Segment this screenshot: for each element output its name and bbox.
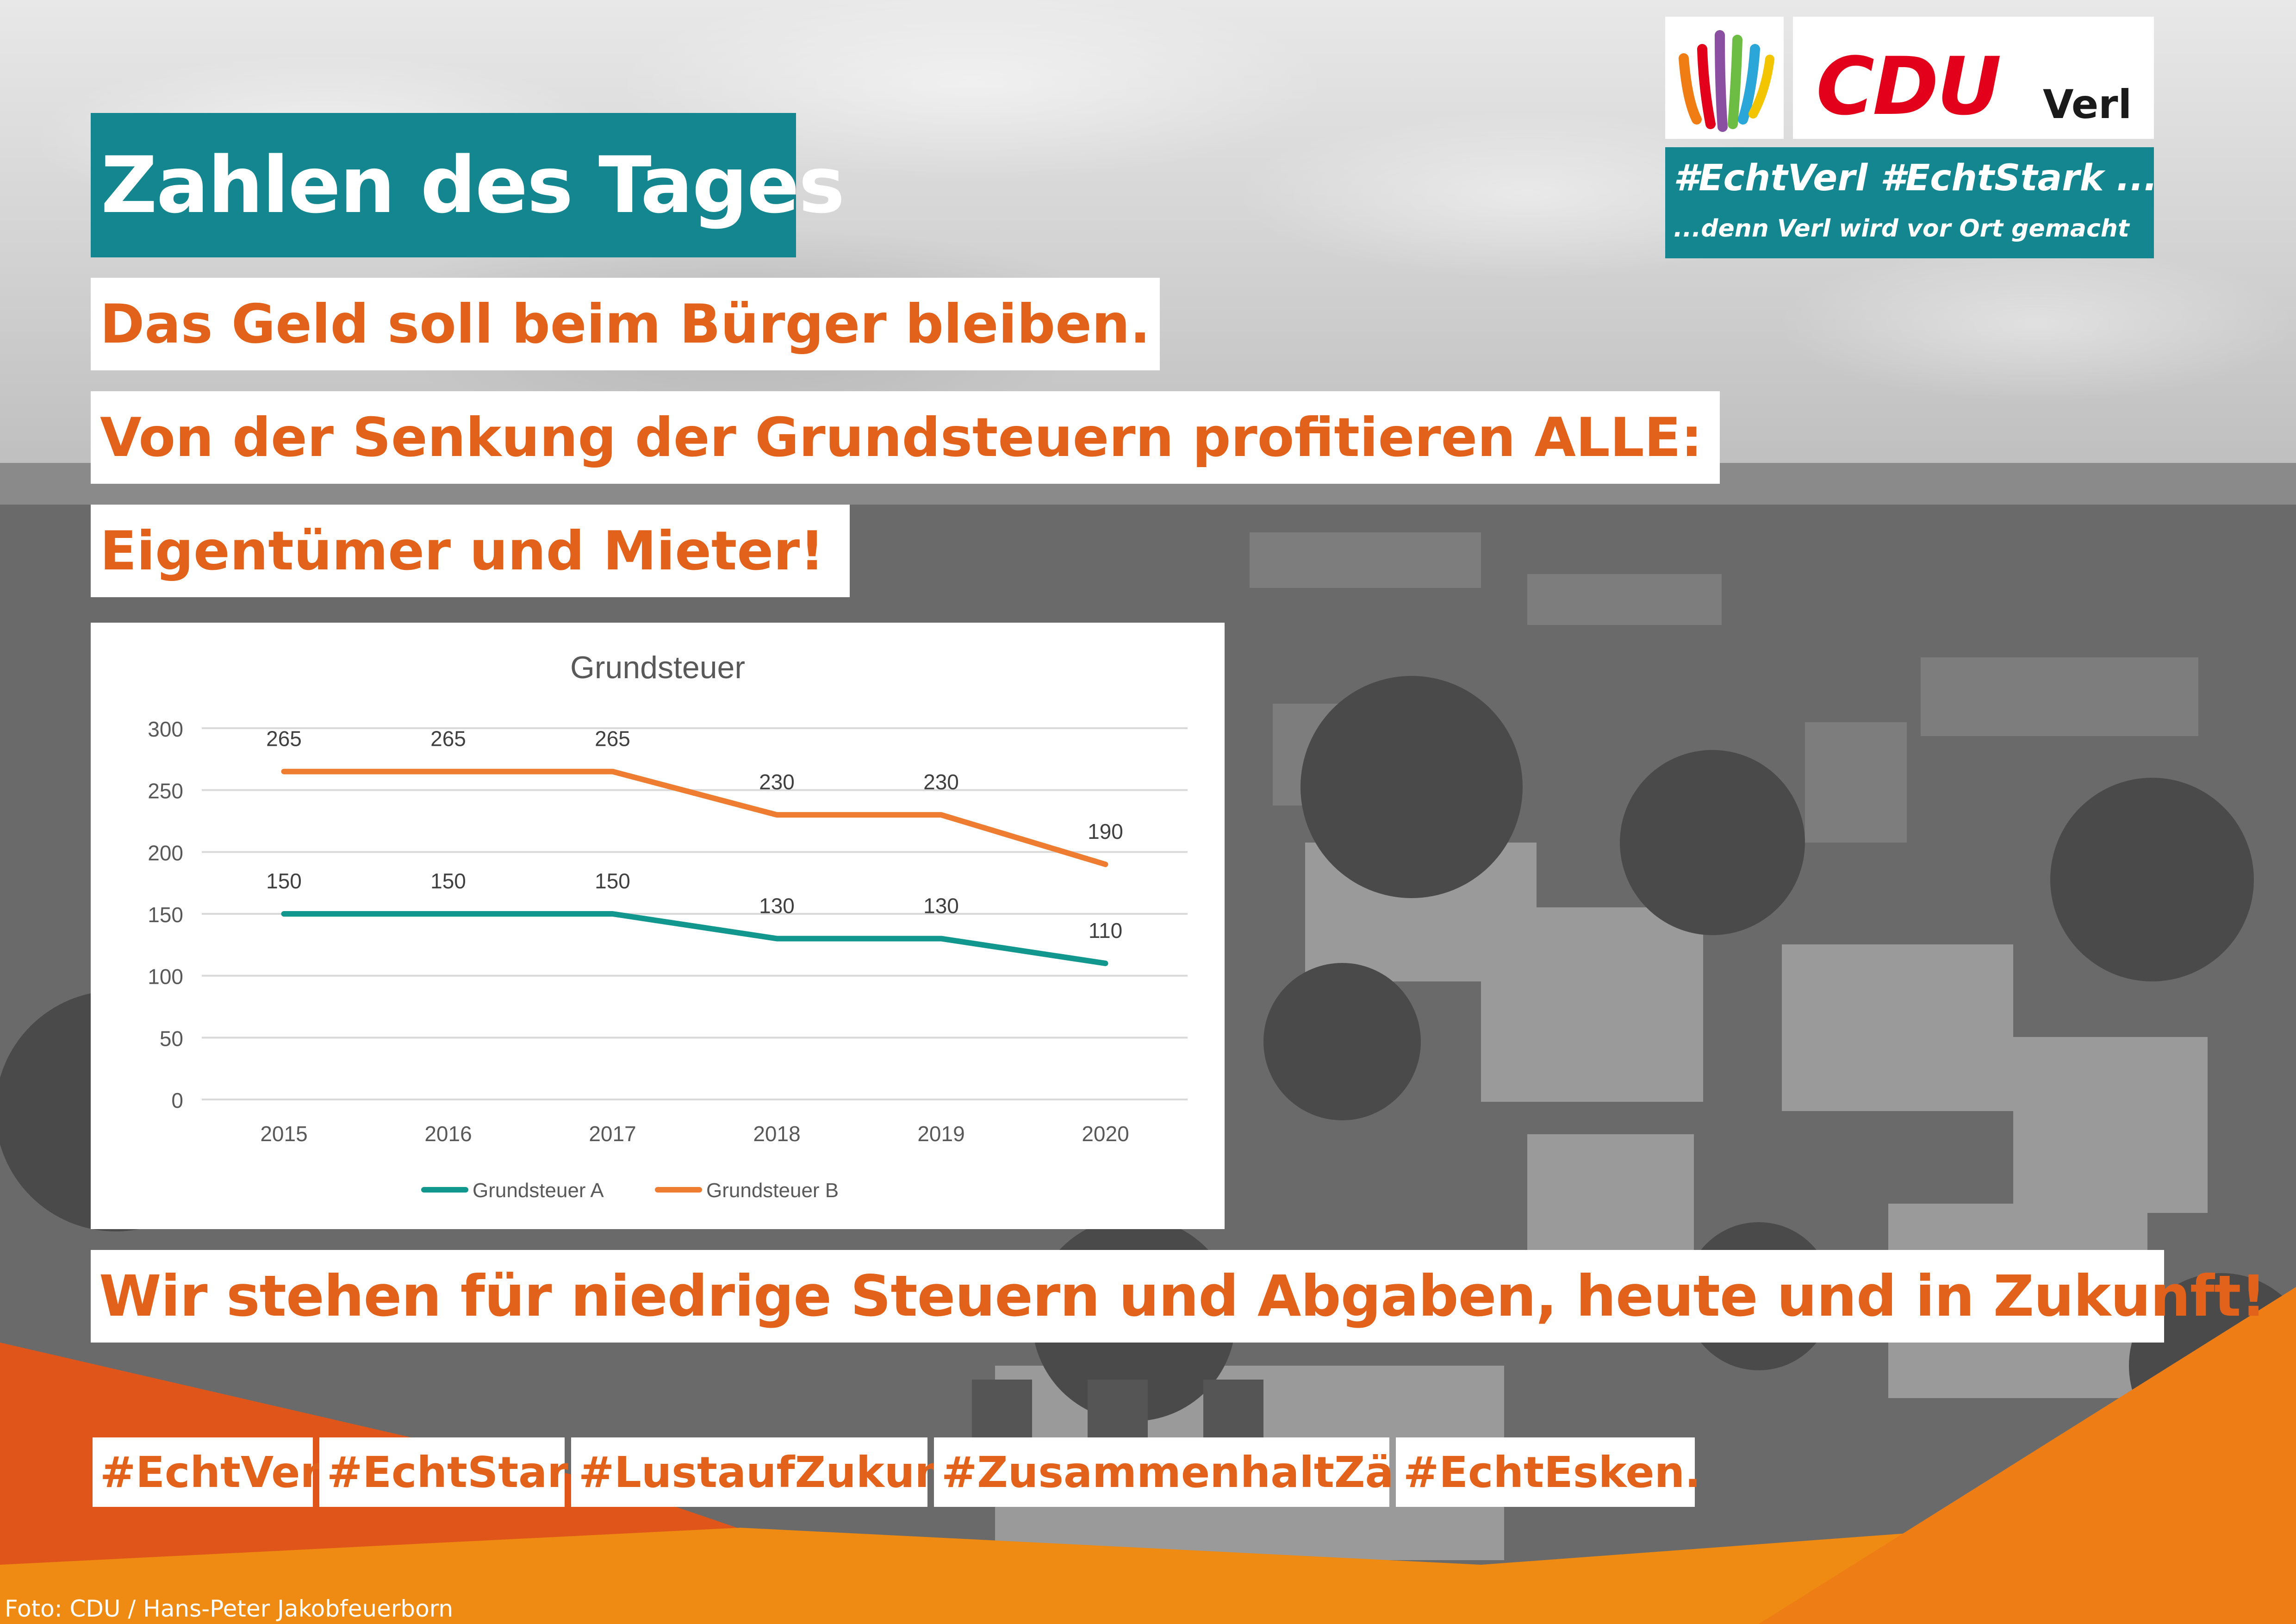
slogan-text: Wir stehen für niedrige Steuern und Abga… — [99, 1263, 2266, 1329]
data-point — [1104, 962, 1107, 964]
data-point — [940, 814, 942, 816]
data-label: 130 — [923, 893, 959, 918]
hashtag-box: #ZusammenhaltZählt! — [934, 1437, 1479, 1507]
data-point — [1104, 863, 1107, 866]
y-tick-label: 0 — [171, 1088, 183, 1112]
colored-stripes-logo-icon — [1679, 30, 1774, 132]
party-logo-text: CDU — [1816, 40, 2002, 133]
data-point — [940, 937, 942, 940]
data-point — [776, 937, 778, 940]
page-title: Zahlen des Tages — [101, 140, 845, 231]
logo-slogan-main: #EchtVerl #EchtStark ... — [1674, 157, 2158, 199]
city-name: Verl — [2043, 81, 2132, 128]
data-label: 230 — [923, 770, 959, 794]
data-point — [283, 770, 285, 773]
data-label: 190 — [1088, 819, 1123, 843]
x-tick-label: 2019 — [917, 1122, 964, 1146]
data-point — [283, 913, 285, 915]
y-tick-label: 100 — [148, 965, 183, 989]
hashtag: #LustaufZukunft — [579, 1447, 984, 1497]
headline-2-box: Von der Senkung der Grundsteuern profiti… — [91, 391, 1720, 484]
data-label: 110 — [1089, 918, 1122, 943]
headline-1: Das Geld soll beim Bürger bleiben. — [100, 293, 1151, 356]
data-label: 265 — [266, 727, 302, 751]
data-label: 150 — [595, 869, 630, 893]
x-tick-label: 2020 — [1082, 1122, 1129, 1146]
y-tick-label: 150 — [148, 903, 183, 927]
hashtag-box: #EchtVerl. — [93, 1437, 352, 1507]
hashtag: #ZusammenhaltZählt! — [941, 1447, 1479, 1497]
headline-3-box: Eigentümer und Mieter! — [91, 505, 850, 597]
legend-label: Grundsteuer B — [706, 1179, 839, 1202]
data-point — [611, 770, 614, 773]
data-label: 150 — [266, 869, 302, 893]
x-tick-label: 2017 — [589, 1122, 636, 1146]
logo-slogan-panel: #EchtVerl #EchtStark ... ...denn Verl wi… — [1665, 147, 2158, 258]
photo-credit: Foto: CDU / Hans-Peter Jakobfeuerborn — [5, 1595, 454, 1622]
x-tick-label: 2018 — [753, 1122, 800, 1146]
data-label: 230 — [759, 770, 795, 794]
hashtag: #EchtStark — [327, 1447, 597, 1497]
data-point — [776, 814, 778, 816]
x-tick-label: 2016 — [424, 1122, 472, 1146]
hashtag: #EchtVerl. — [100, 1447, 352, 1497]
cdu-logo-panel: CDU Verl — [1793, 17, 2154, 139]
line-chart: Grundsteuer 0 50 100 150 200 250 300 2015 2016 20… — [148, 650, 1188, 1202]
data-label: 265 — [430, 727, 466, 751]
slogan-box: Wir stehen für niedrige Steuern und Abga… — [91, 1250, 2266, 1343]
data-point — [447, 770, 449, 773]
data-point — [447, 913, 449, 915]
y-tick-label: 300 — [148, 717, 183, 741]
title-banner: Zahlen des Tages — [91, 113, 845, 257]
chart-panel: Grundsteuer 0 50 100 150 200 250 300 2015 2016 20… — [91, 623, 1225, 1229]
headline-3: Eigentümer und Mieter! — [100, 519, 825, 582]
data-label: 130 — [759, 893, 795, 918]
series-line — [281, 768, 1108, 868]
logo-slogan-sub: ...denn Verl wird vor Ort gemacht — [1674, 215, 2129, 243]
headline-1-box: Das Geld soll beim Bürger bleiben. — [91, 278, 1160, 370]
y-tick-label: 200 — [148, 841, 183, 865]
data-point — [611, 913, 614, 915]
headline-2: Von der Senkung der Grundsteuern profiti… — [100, 406, 1703, 469]
x-tick-label: 2015 — [260, 1122, 307, 1146]
logo-icon-panel — [1665, 17, 1784, 139]
hashtag-box: #EchtEsken. — [1396, 1437, 1701, 1507]
hashtag-box: #LustaufZukunft — [571, 1437, 984, 1507]
y-tick-label: 250 — [148, 779, 183, 803]
data-label: 150 — [430, 869, 466, 893]
data-label: 265 — [595, 727, 630, 751]
y-tick-label: 50 — [160, 1026, 183, 1050]
legend-label: Grundsteuer A — [473, 1179, 604, 1202]
chart-title: Grundsteuer — [570, 650, 745, 685]
hashtag: #EchtEsken. — [1403, 1447, 1701, 1497]
series-line — [281, 911, 1108, 966]
hashtag-box: #EchtStark — [319, 1437, 597, 1507]
